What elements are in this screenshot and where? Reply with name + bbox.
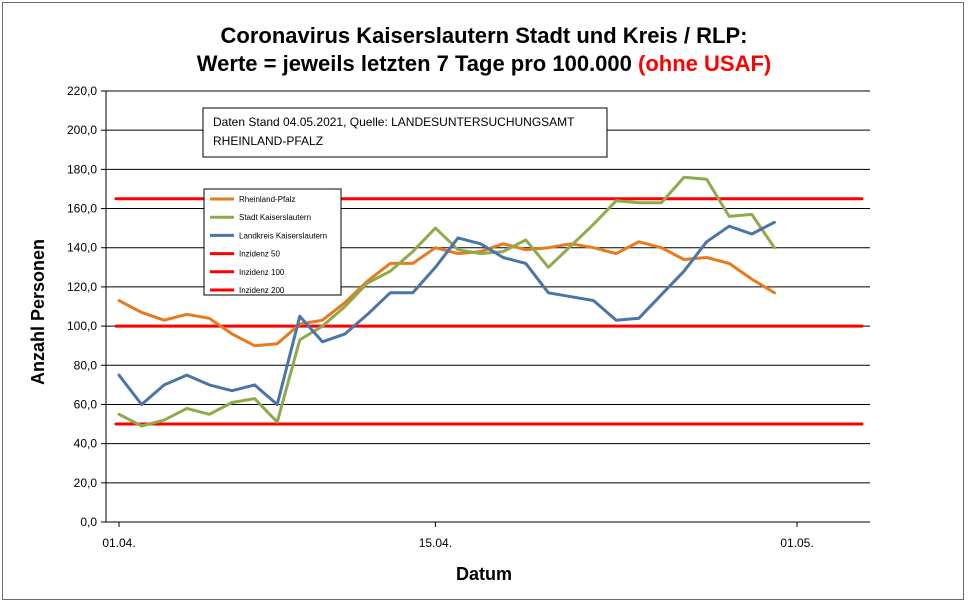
legend-entry: Inzidenz 200 — [239, 286, 285, 295]
y-tick-label: 220,0 — [67, 84, 97, 98]
source-note-line2: RHEINLAND-PFALZ — [213, 134, 323, 148]
y-axis-title: Anzahl Personen — [28, 239, 48, 385]
y-tick-label: 20,0 — [74, 476, 98, 490]
y-tick-label: 140,0 — [67, 241, 97, 255]
y-tick-label: 200,0 — [67, 123, 97, 137]
y-tick-label: 0,0 — [80, 515, 97, 529]
y-tick-label: 160,0 — [67, 202, 97, 216]
x-tick-labels: 01.04. 15.04. 01.05. — [102, 522, 814, 550]
y-tick-label: 60,0 — [74, 397, 98, 411]
y-tick-label: 100,0 — [67, 319, 97, 333]
legend: Rheinland-Pfalz Stadt Kaiserslautern Landk… — [203, 188, 342, 296]
chart-title-line2-main: Werte = jeweils letzten 7 Tage pro 100.0… — [196, 51, 632, 76]
source-note-box — [202, 107, 608, 158]
y-tick-label: 180,0 — [67, 162, 97, 176]
series-line-landkreis-kaiserslautern — [117, 220, 776, 406]
chart-title-line2: Werte = jeweils letzten 7 Tage pro 100.0… — [0, 50, 968, 78]
x-tick-label: 15.04. — [419, 536, 452, 550]
legend-entry: Inzidenz 100 — [239, 268, 285, 277]
x-axis-title: Datum — [456, 564, 512, 584]
series-lines — [114, 175, 864, 428]
x-tick-label: 01.04. — [102, 536, 135, 550]
chart-title-line1: Coronavirus Kaiserslautern Stadt und Kre… — [220, 23, 748, 48]
legend-box — [203, 188, 342, 296]
x-tick-label: 01.05. — [780, 536, 813, 550]
y-tick-labels: 0,0 20,0 40,0 60,0 80,0 100,0 120,0 140,0 160,0 1… — [67, 84, 97, 529]
source-note-line1: Daten Stand 04.05.2021, Quelle: LANDESUN… — [213, 115, 575, 129]
source-note: Daten Stand 04.05.2021, Quelle: LANDESUN… — [202, 107, 608, 158]
y-tick-label: 120,0 — [67, 280, 97, 294]
legend-entry: Rheinland-Pfalz — [239, 195, 295, 204]
legend-entry: Inzidenz 50 — [239, 250, 280, 259]
chart-title: Coronavirus Kaiserslautern Stadt und Kre… — [0, 22, 968, 78]
legend-entry: Stadt Kaiserslautern — [239, 213, 311, 222]
series-line-stadt-kaiserslautern — [117, 175, 776, 428]
chart-title-highlight: (ohne USAF) — [638, 51, 772, 76]
legend-entry: Landkreis Kaiserslautern — [239, 231, 327, 240]
y-tick-label: 40,0 — [74, 437, 98, 451]
y-tick-label: 80,0 — [74, 358, 98, 372]
